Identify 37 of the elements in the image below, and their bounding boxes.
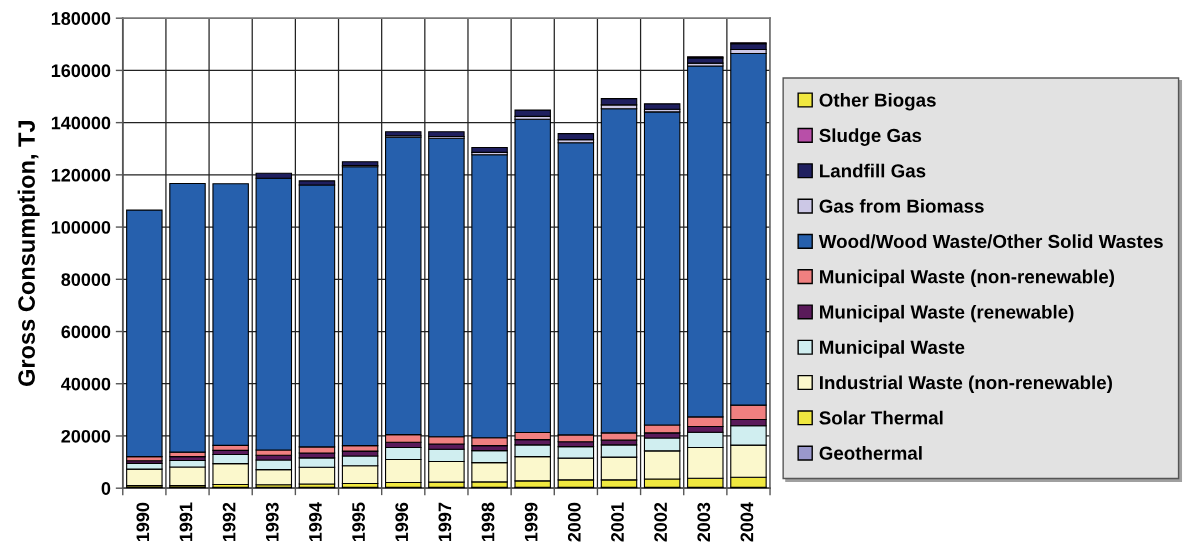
x-tick-label: 2000 xyxy=(567,502,581,542)
y-tick-label: 40000 xyxy=(61,377,111,391)
x-tick-label: 1995 xyxy=(352,502,365,542)
y-tick-label: 80000 xyxy=(61,273,111,287)
legend-label: Industrial Waste (non-renewable) xyxy=(820,375,1112,393)
legend-label: Sludge Gas xyxy=(819,128,922,146)
x-tick-label: 2001 xyxy=(611,502,624,542)
x-tick-label: 1990 xyxy=(136,502,150,542)
y-tick-label: 180000 xyxy=(51,12,111,25)
x-tick-label: 1999 xyxy=(524,502,538,542)
legend-label: Other Biogas xyxy=(819,92,936,111)
y-tick-label: 20000 xyxy=(61,429,111,443)
legend-label: Municipal Waste xyxy=(820,340,965,358)
legend-label: Geothermal xyxy=(819,446,922,460)
x-tick-label: 1997 xyxy=(438,502,452,542)
x-tick-label: 2004 xyxy=(740,502,754,542)
y-tick-label: 0 xyxy=(101,482,111,495)
y-tick-label: 100000 xyxy=(51,221,111,234)
y-tick-label: 160000 xyxy=(51,64,111,78)
legend-label: Gas from Biomass xyxy=(819,199,984,213)
x-tick-label: 1993 xyxy=(265,502,279,542)
legend-label: Wood/Wood Waste/Other Solid Wastes xyxy=(818,234,1163,249)
legend-label: Municipal Waste (renewable) xyxy=(820,304,1074,323)
legend-label: Landfill Gas xyxy=(820,163,926,178)
x-tick-label: 1992 xyxy=(222,502,236,542)
legend-label: Municipal Waste (non-renewable) xyxy=(820,269,1115,288)
y-tick-label: 120000 xyxy=(51,168,111,182)
x-tick-label: 1991 xyxy=(179,502,193,542)
x-tick-label: 2003 xyxy=(697,502,711,542)
legend-label: Solar Thermal xyxy=(819,410,943,425)
x-tick-label: 1998 xyxy=(481,502,495,542)
x-tick-label: 1994 xyxy=(309,502,322,542)
y-tick-label: 60000 xyxy=(61,325,111,339)
x-tick-label: 1996 xyxy=(395,502,409,542)
y-tick-label: 140000 xyxy=(51,116,111,130)
x-tick-label: 2002 xyxy=(654,502,667,542)
y-axis-title: Gross Consumption, TJ xyxy=(17,120,40,387)
